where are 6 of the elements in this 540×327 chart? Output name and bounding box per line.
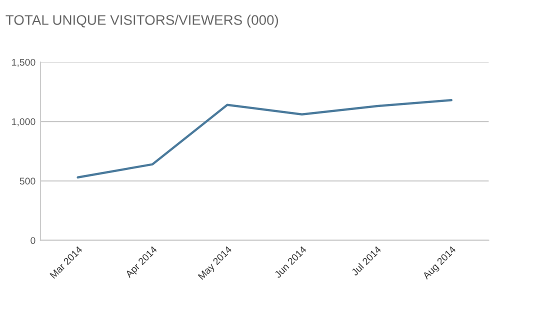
y-tick-label: 1,500 [12,58,36,67]
y-tick-label: 500 [20,178,36,185]
y-tick-label: 0 [30,237,36,244]
line-series [76,99,452,178]
y-tick-label: 1,000 [12,118,36,126]
chart-title: TOTAL UNIQUE VISITORS/VIEWERS (000) [6,14,278,28]
